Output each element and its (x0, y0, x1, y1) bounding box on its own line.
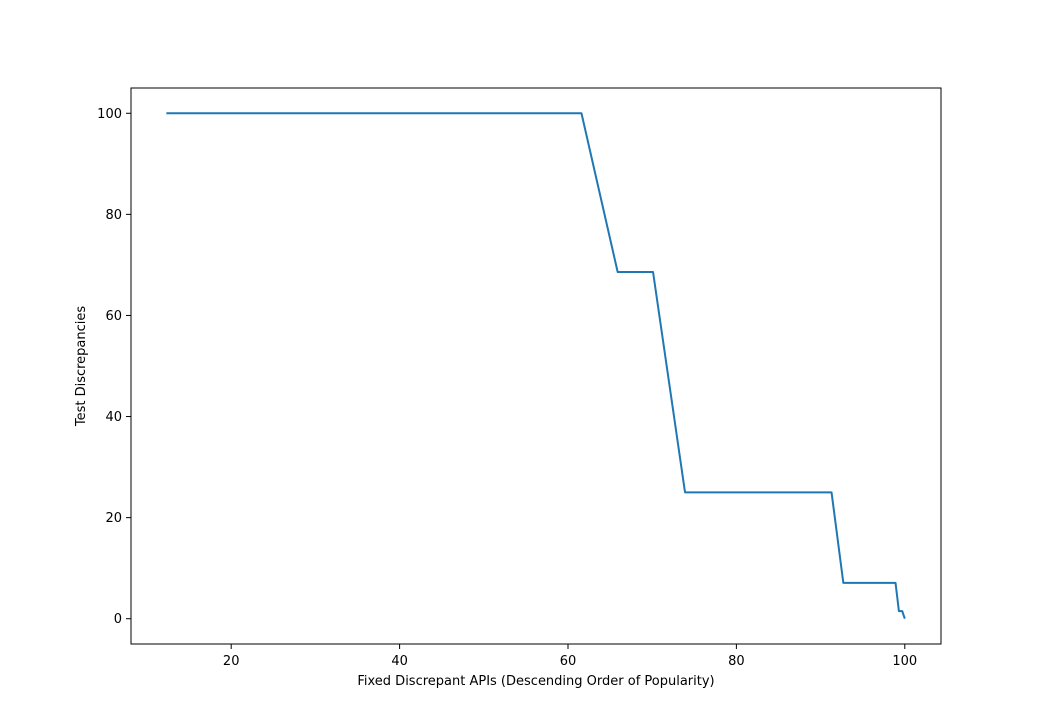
x-tick-label: 40 (391, 654, 408, 669)
y-axis: 0 20 40 60 80 100 (97, 107, 131, 627)
y-tick-label: 100 (97, 107, 122, 122)
x-axis-label: Fixed Discrepant APIs (Descending Order … (357, 674, 714, 689)
y-tick-label: 40 (105, 410, 122, 425)
y-tick-label: 20 (105, 511, 122, 526)
series-line-1 (166, 112, 906, 620)
x-tick-label: 100 (892, 654, 917, 669)
x-tick-label: 20 (223, 654, 240, 669)
x-axis: 20 40 60 80 100 (223, 644, 917, 669)
y-tick-label: 60 (105, 309, 122, 324)
plot-frame (130, 87, 942, 645)
y-axis-label: Test Discrepancies (74, 306, 89, 428)
x-tick-label: 80 (728, 654, 745, 669)
y-tick-label: 80 (105, 208, 122, 223)
x-tick-label: 60 (560, 654, 577, 669)
y-tick-label: 0 (114, 612, 122, 627)
